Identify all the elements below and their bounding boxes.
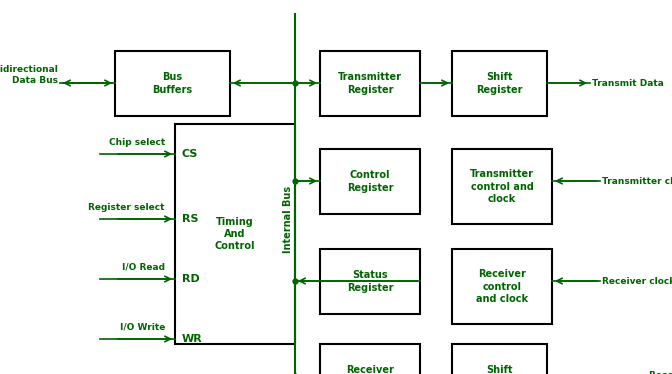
Bar	[320, 249, 420, 314]
Text: Control
Register: Control Register	[347, 170, 393, 193]
Text: I/O Write: I/O Write	[120, 322, 165, 331]
Bar	[320, 149, 420, 214]
Text: Receiver clock: Receiver clock	[602, 276, 672, 285]
Text: Shift
Register: Shift Register	[476, 72, 523, 95]
Bar	[452, 249, 552, 324]
Text: Receive data: Receive data	[649, 371, 672, 374]
Text: Bus
Buffers: Bus Buffers	[153, 72, 193, 95]
Text: Transmit Data: Transmit Data	[592, 79, 664, 88]
Bar	[452, 51, 547, 116]
Bar	[452, 344, 547, 374]
Bar	[320, 344, 420, 374]
Text: Transmitter
control and
clock: Transmitter control and clock	[470, 169, 534, 204]
Text: CS: CS	[182, 149, 198, 159]
Text: RS: RS	[182, 214, 198, 224]
Bar	[175, 124, 295, 344]
Text: WR: WR	[182, 334, 203, 344]
Bar	[320, 51, 420, 116]
Text: Transmitter
Register: Transmitter Register	[338, 72, 402, 95]
Text: Receiver
control
and clock: Receiver control and clock	[476, 269, 528, 304]
Bar	[115, 51, 230, 116]
Text: Timing
And
Control: Timing And Control	[215, 217, 255, 251]
Text: Bidirectional
Data Bus: Bidirectional Data Bus	[0, 65, 58, 85]
Text: I/O Read: I/O Read	[122, 263, 165, 272]
Text: Status
Register: Status Register	[347, 270, 393, 293]
Text: Receiver
register: Receiver register	[346, 365, 394, 374]
Text: RD: RD	[182, 274, 200, 284]
Text: Transmitter clock: Transmitter clock	[602, 177, 672, 186]
Text: Chip select: Chip select	[109, 138, 165, 147]
Bar	[452, 149, 552, 224]
Text: Shift
register: Shift register	[478, 365, 521, 374]
Text: Internal Bus: Internal Bus	[283, 186, 293, 252]
Text: Register select: Register select	[89, 202, 165, 212]
